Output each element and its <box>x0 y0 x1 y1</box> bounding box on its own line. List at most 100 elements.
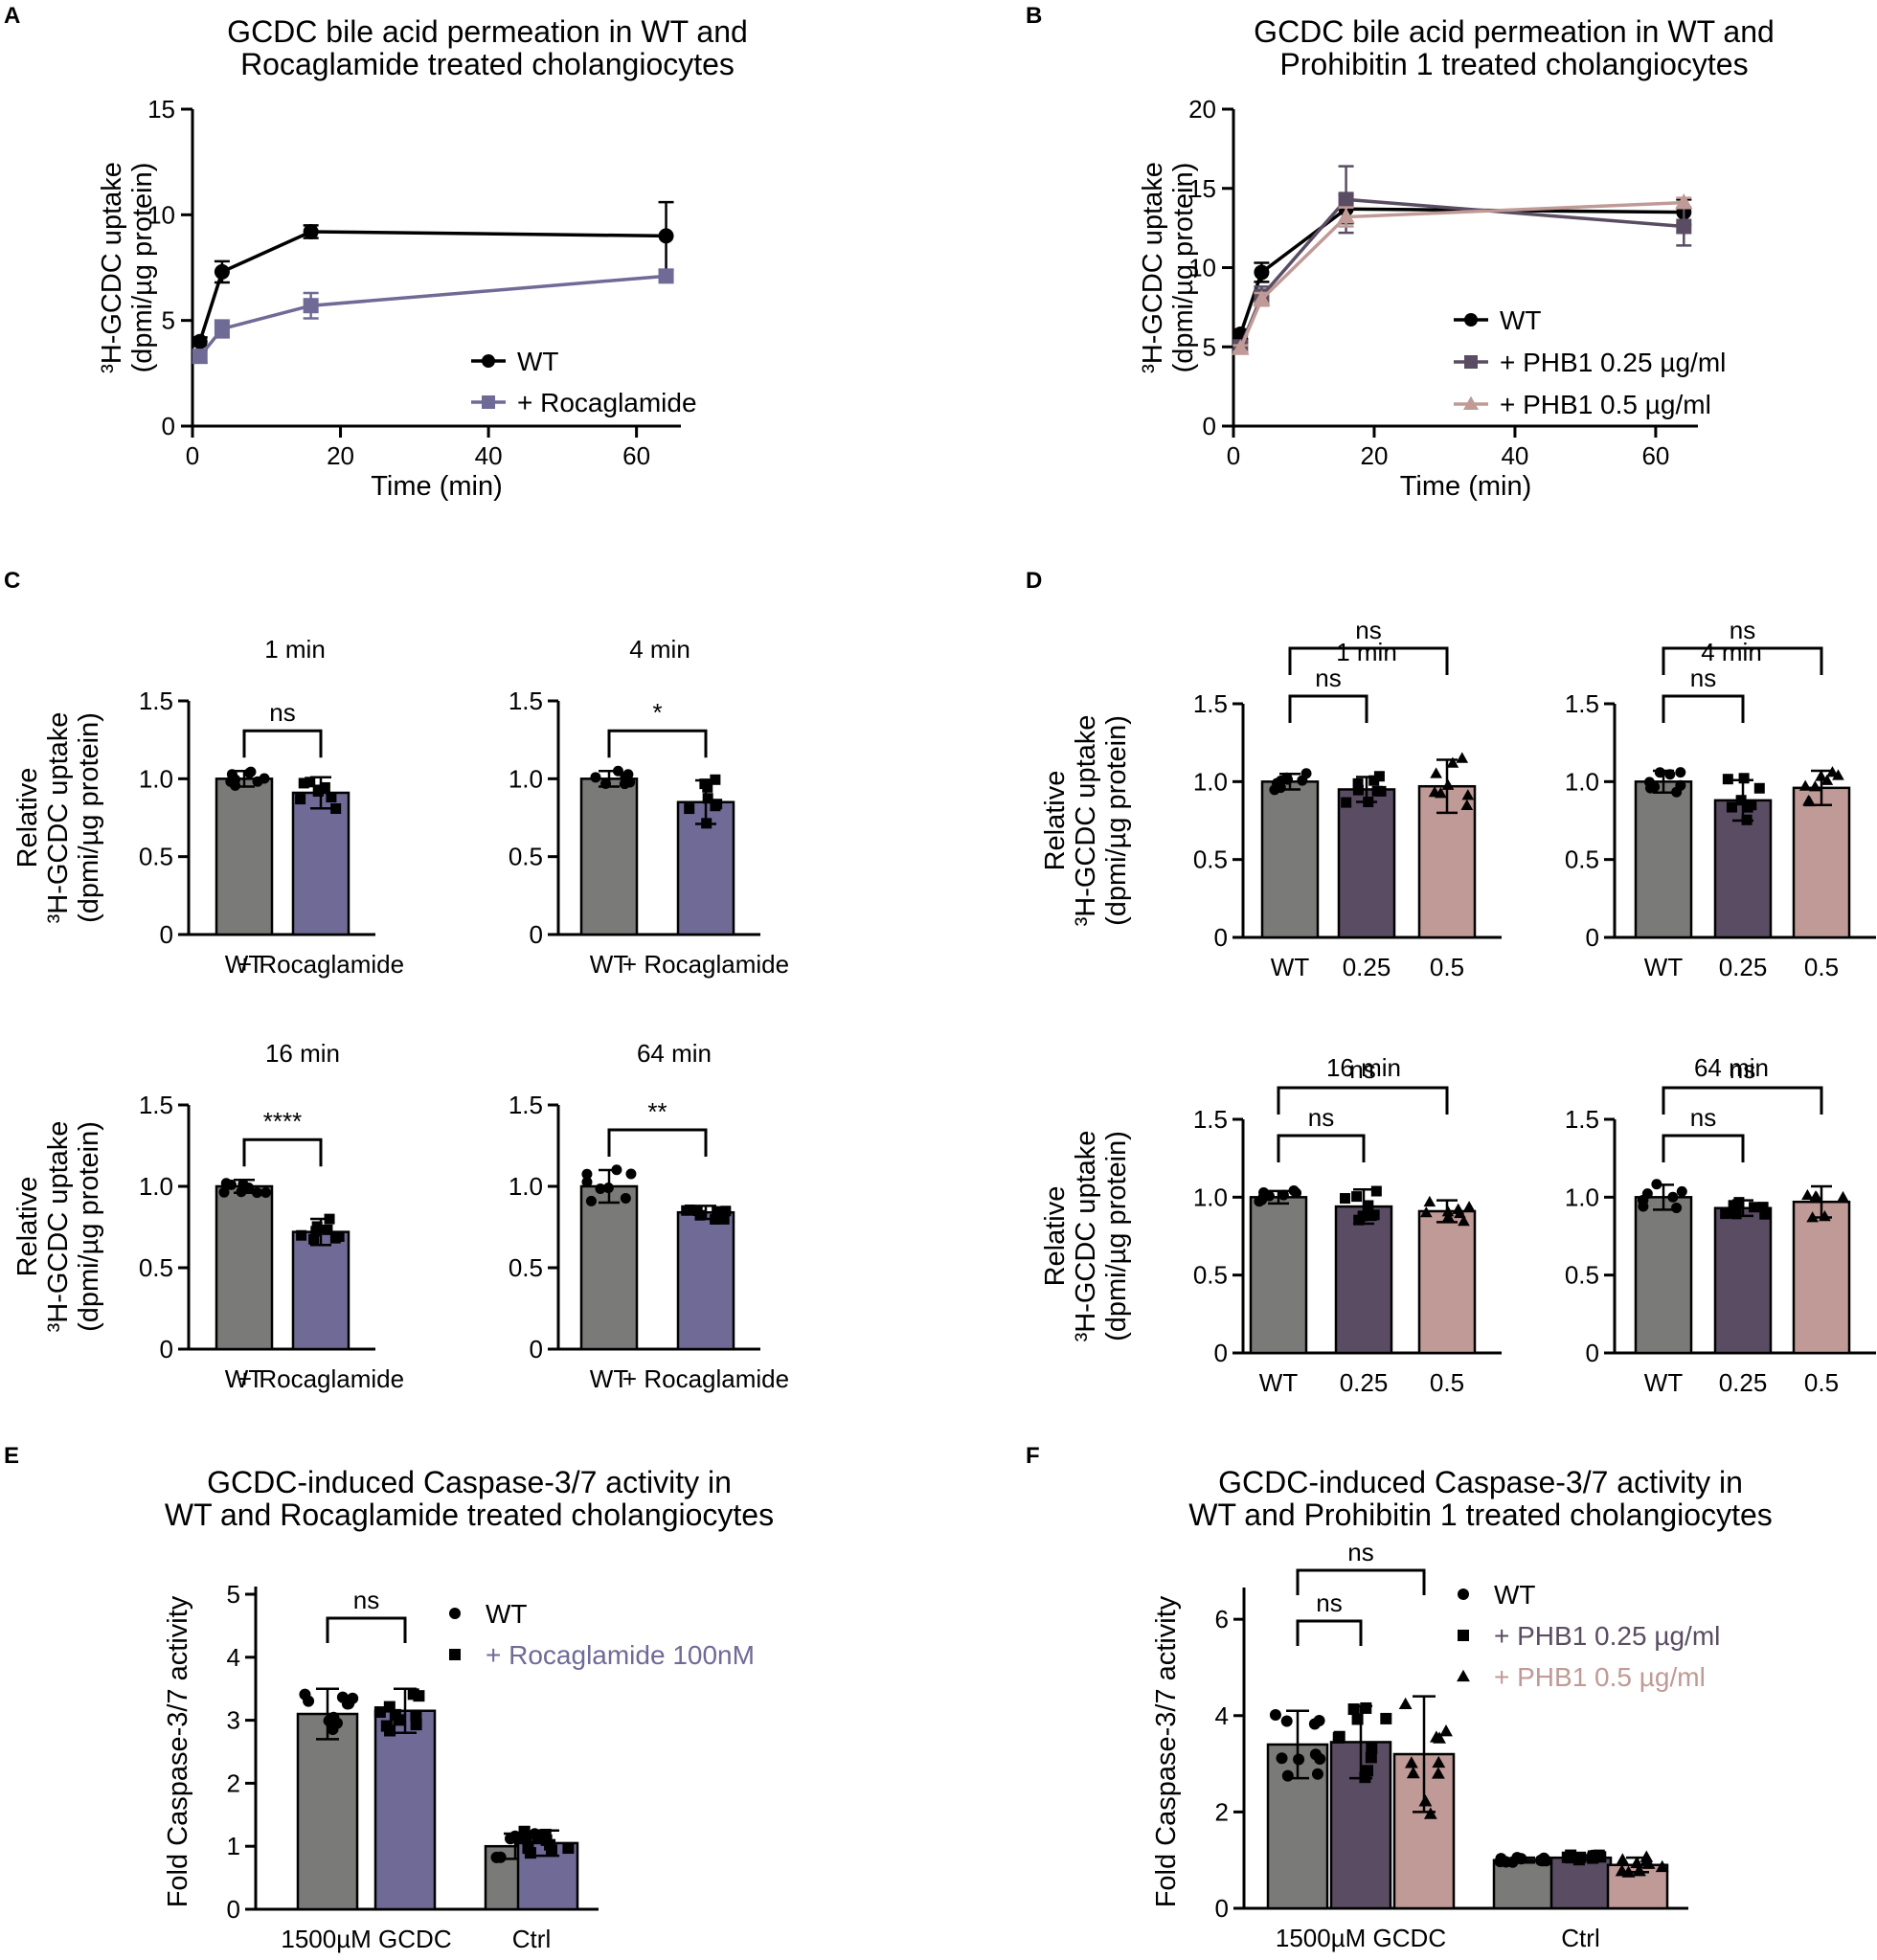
legend-marker <box>482 395 495 409</box>
data-point <box>1313 1715 1325 1727</box>
data-point <box>312 786 324 798</box>
subplot-title: 16 min <box>265 1039 340 1068</box>
x-tick-label: WT <box>225 1364 264 1393</box>
significance-label: ns <box>1355 616 1381 644</box>
data-point <box>260 1186 272 1198</box>
data-point <box>624 777 636 788</box>
data-point <box>1442 1210 1455 1222</box>
data-point <box>214 321 230 337</box>
data-point <box>1263 1190 1275 1202</box>
legend-label: + PHB1 0.25 µg/ml <box>1494 1621 1720 1651</box>
bar <box>291 791 351 936</box>
significance-label: ns <box>1690 664 1716 692</box>
data-point <box>1832 769 1844 780</box>
y-axis-label: ³H-GCDC uptake <box>97 162 127 373</box>
panel-label-f: F <box>1026 1443 1040 1469</box>
data-point <box>1347 1703 1360 1716</box>
data-point <box>1820 774 1834 785</box>
data-point <box>192 349 208 365</box>
data-point <box>1675 193 1693 210</box>
data-point <box>407 1688 419 1701</box>
chart-title: Rocaglamide treated cholangiocytes <box>240 47 735 81</box>
data-point <box>1373 771 1385 782</box>
y-tick-label: 0 <box>530 920 543 949</box>
data-point <box>295 794 306 805</box>
x-tick-label: 60 <box>1641 441 1669 470</box>
data-point <box>1254 264 1270 281</box>
significance-bracket <box>326 1616 407 1643</box>
subplot-title: 16 min <box>1326 1053 1401 1082</box>
data-point <box>585 1195 597 1206</box>
data-point <box>1300 768 1312 779</box>
data-point <box>303 223 319 239</box>
legend-marker <box>1464 313 1478 327</box>
y-tick-label: 0 <box>1586 923 1599 952</box>
x-tick-label: 0.25 <box>1719 953 1768 981</box>
significance-bracket <box>1662 1134 1745 1162</box>
x-tick-label: 0.5 <box>1804 953 1839 981</box>
y-axis-label: ³H-GCDC uptake <box>1138 162 1168 373</box>
y-tick-label: 1.5 <box>1565 1105 1599 1134</box>
significance-bracket <box>1288 646 1449 675</box>
data-point <box>1351 1713 1364 1725</box>
data-point <box>1676 1185 1687 1197</box>
data-point <box>505 1833 517 1845</box>
bar <box>1634 1196 1693 1355</box>
data-point <box>1671 1202 1683 1213</box>
legend-marker <box>1462 395 1480 410</box>
bar <box>1792 1200 1851 1355</box>
data-point <box>710 1213 721 1225</box>
data-point <box>1338 191 1354 208</box>
bar <box>1713 1206 1773 1355</box>
y-tick-label: 10 <box>147 200 175 229</box>
x-tick-label: 0.25 <box>1340 1368 1389 1397</box>
bar <box>215 777 274 936</box>
data-point <box>1641 1857 1656 1869</box>
significance-label: ns <box>269 698 295 727</box>
x-tick-label: WT <box>225 950 264 979</box>
y-tick-label: 0.5 <box>1193 1261 1228 1290</box>
data-point <box>1515 1853 1527 1865</box>
y-tick-label: 1.0 <box>139 1172 173 1201</box>
significance-bracket <box>607 729 708 758</box>
data-point <box>1278 1189 1289 1201</box>
data-point <box>1837 1190 1849 1203</box>
significance-bracket <box>242 729 323 758</box>
x-tick-label: 0.5 <box>1430 1368 1464 1397</box>
y-axis-label: (dpmi/µg protein) <box>1101 1131 1132 1341</box>
bar <box>215 1184 274 1351</box>
significance-label: * <box>652 698 662 727</box>
data-point <box>1722 774 1733 785</box>
data-point <box>299 1688 311 1701</box>
y-tick-label: 0 <box>530 1335 543 1363</box>
significance-bracket <box>1277 1086 1449 1115</box>
bar <box>1792 786 1851 939</box>
data-point <box>522 1842 534 1855</box>
data-point <box>1368 775 1380 786</box>
panel-label-a: A <box>4 3 20 29</box>
data-point <box>1441 1205 1455 1217</box>
y-axis-label: ³H-GCDC uptake <box>43 712 74 924</box>
series-line <box>1238 197 1685 348</box>
data-point <box>602 1183 614 1194</box>
data-point <box>1819 1210 1831 1222</box>
x-tick-label: 0.25 <box>1343 953 1391 981</box>
significance-label: **** <box>263 1107 302 1136</box>
data-point <box>326 792 337 803</box>
chart-title: GCDC bile acid permeation in WT and <box>1254 14 1775 49</box>
data-point <box>1809 780 1821 792</box>
data-point <box>612 765 623 777</box>
data-point <box>311 1221 323 1232</box>
data-point <box>1375 785 1387 797</box>
y-tick-label: 0 <box>1203 412 1216 440</box>
data-point <box>720 1205 732 1217</box>
data-point <box>1428 785 1441 798</box>
data-point <box>1430 1730 1443 1743</box>
panel-label-d: D <box>1026 568 1042 594</box>
legend-marker <box>482 354 495 368</box>
legend-marker <box>1464 355 1478 369</box>
data-point <box>1293 1753 1305 1766</box>
data-point <box>1281 1769 1294 1782</box>
x-tick-label: 0.25 <box>1719 1368 1768 1397</box>
